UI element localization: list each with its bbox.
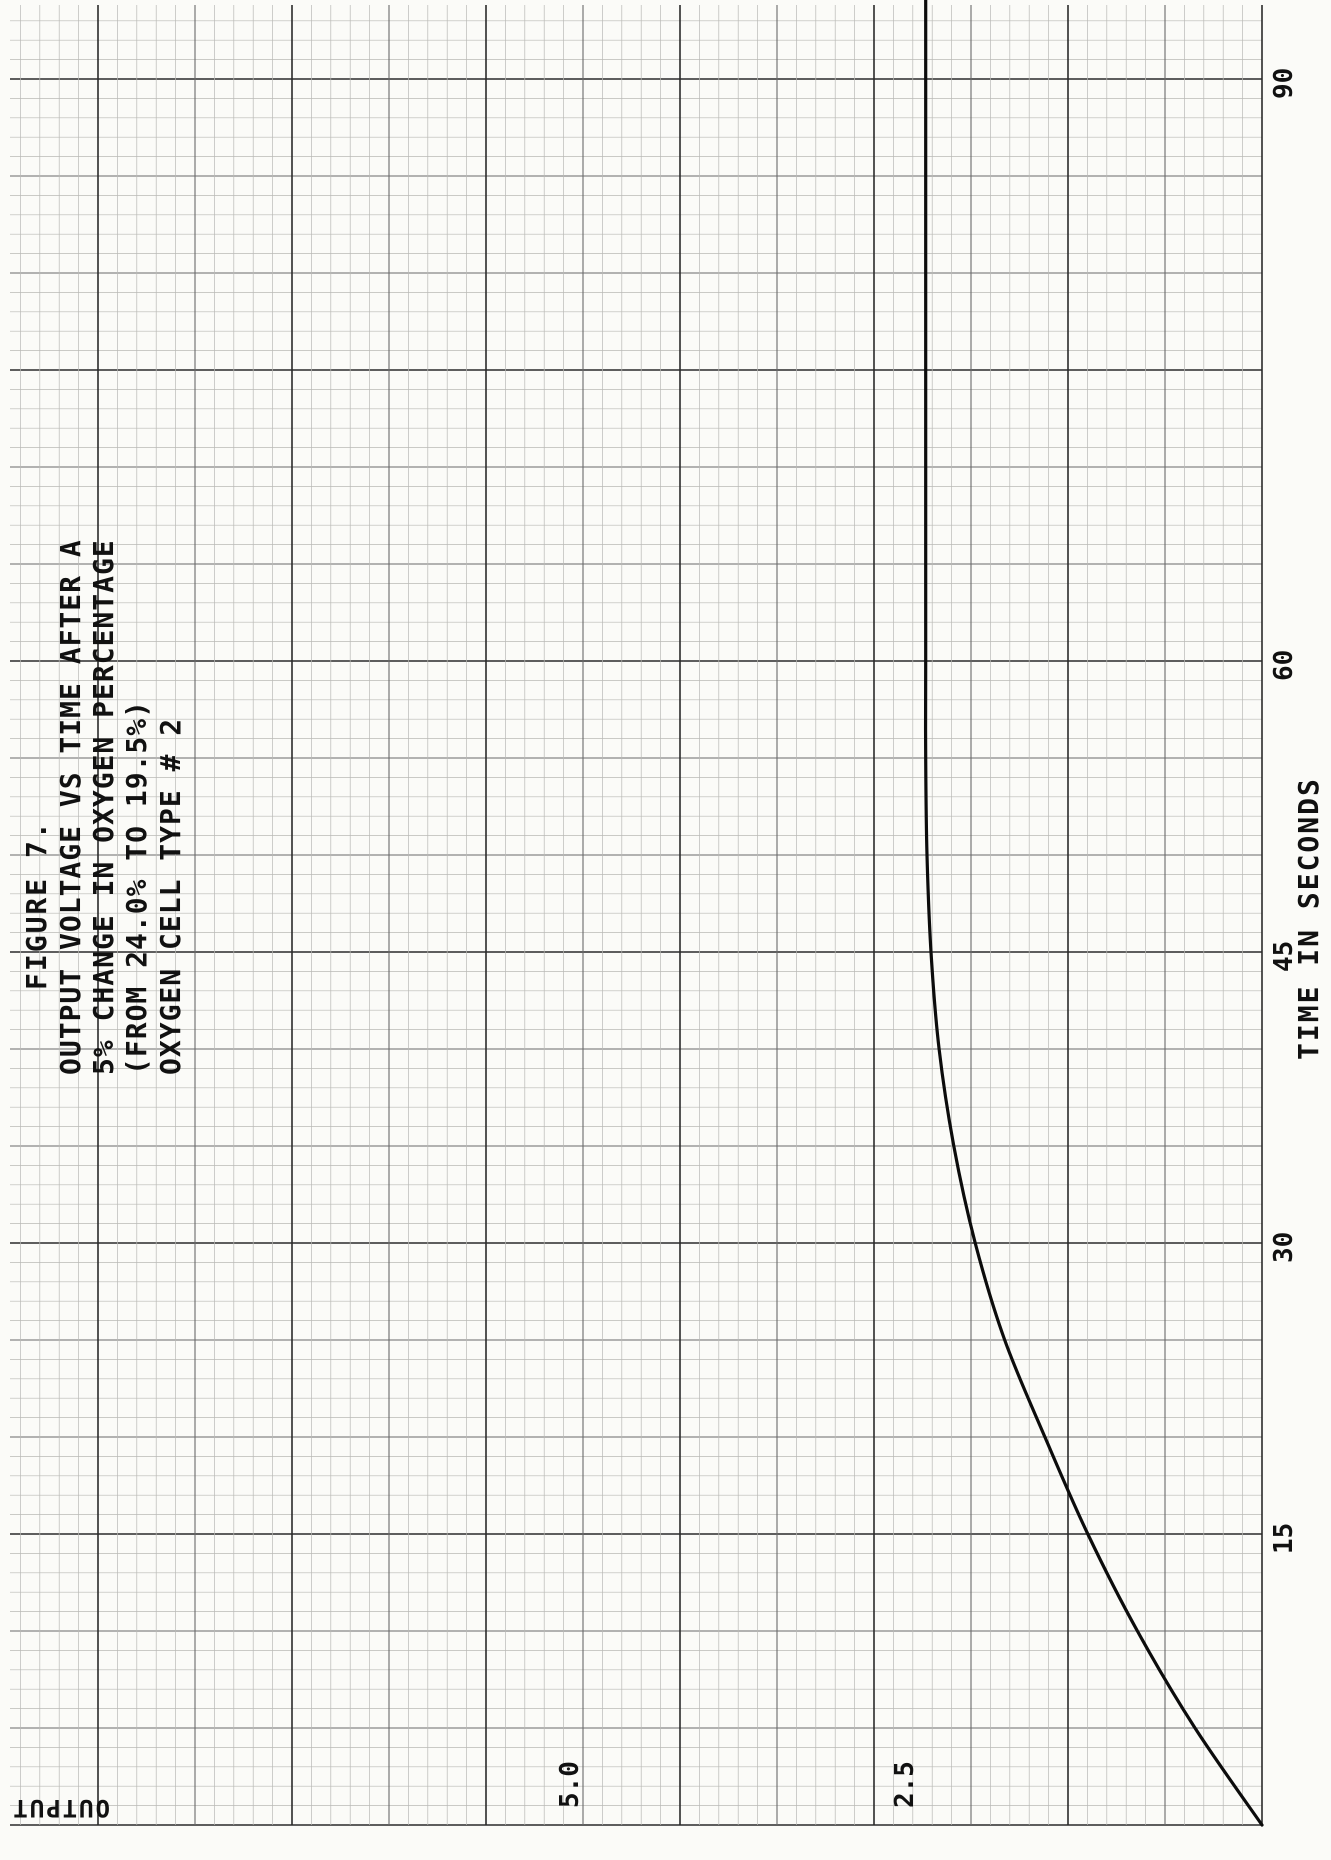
y-tick-label: 5.0 — [555, 1761, 585, 1808]
tick-labels: 15304560901205.02.5 — [555, 68, 1299, 1808]
y-tick-label: 2.5 — [890, 1761, 920, 1808]
x-tick-label: 30 — [1269, 1232, 1299, 1263]
title-line-3: 5% CHANGE IN OXYGEN PERCENTAGE — [87, 539, 120, 1075]
chart-title: FIGURE 7. OUTPUT VOLTAGE VS TIME AFTER A… — [20, 539, 187, 1075]
title-line-1: FIGURE 7. — [20, 820, 53, 990]
y-axis-label: OUTPUT IN MILLIVOLTS — [0, 1794, 110, 1822]
x-tick-label: 90 — [1269, 68, 1299, 99]
title-line-5: OXYGEN CELL TYPE # 2 — [154, 718, 187, 1075]
title-line-4: (FROM 24.0% TO 19.5%) — [120, 700, 153, 1075]
series — [923, 0, 1264, 1827]
title-line-2: OUTPUT VOLTAGE VS TIME AFTER A — [54, 539, 87, 1075]
x-tick-label: 15 — [1269, 1523, 1299, 1554]
series-line-output — [923, 0, 1264, 1827]
x-tick-label: 60 — [1269, 650, 1299, 681]
grid — [10, 5, 1263, 1826]
x-tick-label: 45 — [1269, 941, 1299, 972]
x-axis-label: TIME IN SECONDS — [1292, 777, 1325, 1060]
